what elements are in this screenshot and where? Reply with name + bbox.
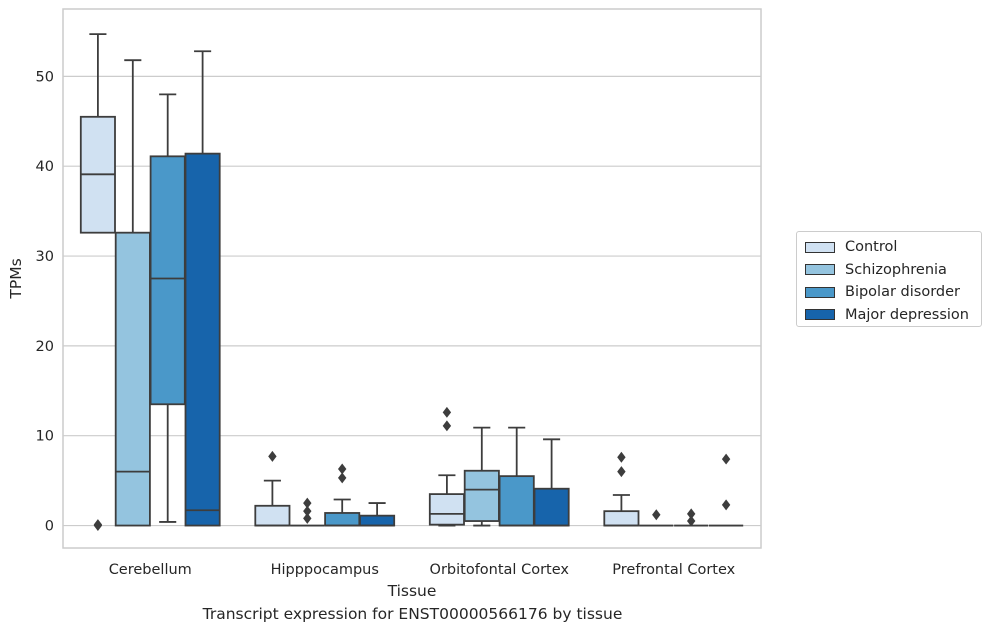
outlier-point bbox=[338, 472, 347, 484]
outlier-point bbox=[268, 450, 277, 462]
x-tick-label: Hipppocampus bbox=[271, 562, 379, 578]
outlier-point bbox=[303, 512, 312, 524]
outlier-point bbox=[617, 451, 626, 463]
outlier-point bbox=[617, 466, 626, 478]
chart-caption: Transcript expression for ENST0000056617… bbox=[202, 605, 623, 623]
legend-swatch bbox=[805, 264, 835, 276]
x-axis-label: Tissue bbox=[387, 582, 437, 600]
box-control bbox=[428, 493, 465, 526]
outlier-point bbox=[652, 509, 661, 521]
box-major-depression bbox=[533, 487, 570, 527]
legend-label: Major depression bbox=[845, 306, 969, 323]
legend-swatch bbox=[805, 241, 835, 253]
x-tick-label: Prefrontal Cortex bbox=[612, 562, 735, 578]
legend: Control Schizophrenia Bipolar disorder Majo… bbox=[796, 231, 982, 327]
outlier-point bbox=[303, 505, 312, 517]
box-control bbox=[603, 510, 640, 527]
outlier-point bbox=[442, 406, 452, 418]
outlier-point bbox=[442, 420, 452, 432]
outlier-point bbox=[93, 519, 103, 531]
x-tick-label: Cerebellum bbox=[109, 562, 192, 578]
y-tick-label: 20 bbox=[36, 339, 54, 355]
y-axis-label: TPMs bbox=[7, 258, 25, 299]
legend-item: Schizophrenia bbox=[805, 259, 973, 282]
legend-label: Bipolar disorder bbox=[845, 284, 960, 301]
y-tick-label: 30 bbox=[36, 249, 54, 265]
legend-item: Major depression bbox=[805, 304, 973, 327]
box-control bbox=[254, 504, 291, 527]
legend-swatch bbox=[805, 309, 835, 321]
y-tick-label: 40 bbox=[36, 159, 54, 175]
legend-label: Schizophrenia bbox=[845, 261, 947, 278]
outlier-point bbox=[687, 508, 696, 520]
legend-item: Bipolar disorder bbox=[805, 281, 973, 304]
outlier-point bbox=[687, 515, 696, 527]
x-tick-label: Orbitofontal Cortex bbox=[430, 562, 570, 578]
legend-label: Control bbox=[845, 239, 898, 256]
box-major-depression bbox=[359, 514, 396, 527]
outlier-point bbox=[303, 497, 312, 509]
legend-swatch bbox=[805, 286, 835, 298]
legend-item: Control bbox=[805, 236, 973, 259]
box-major-depression bbox=[184, 152, 221, 527]
box-schizophrenia bbox=[114, 231, 151, 527]
box-bipolar-disorder bbox=[498, 475, 535, 527]
box-bipolar-disorder bbox=[324, 512, 361, 527]
box-schizophrenia bbox=[463, 469, 500, 522]
plot-frame bbox=[62, 8, 762, 549]
y-tick-label: 0 bbox=[45, 519, 54, 535]
y-tick-label: 50 bbox=[36, 69, 54, 85]
box-bipolar-disorder bbox=[149, 155, 186, 406]
outlier-point bbox=[338, 463, 347, 475]
outlier-point bbox=[721, 453, 731, 465]
y-tick-label: 10 bbox=[36, 429, 54, 445]
outlier-point bbox=[721, 499, 731, 511]
